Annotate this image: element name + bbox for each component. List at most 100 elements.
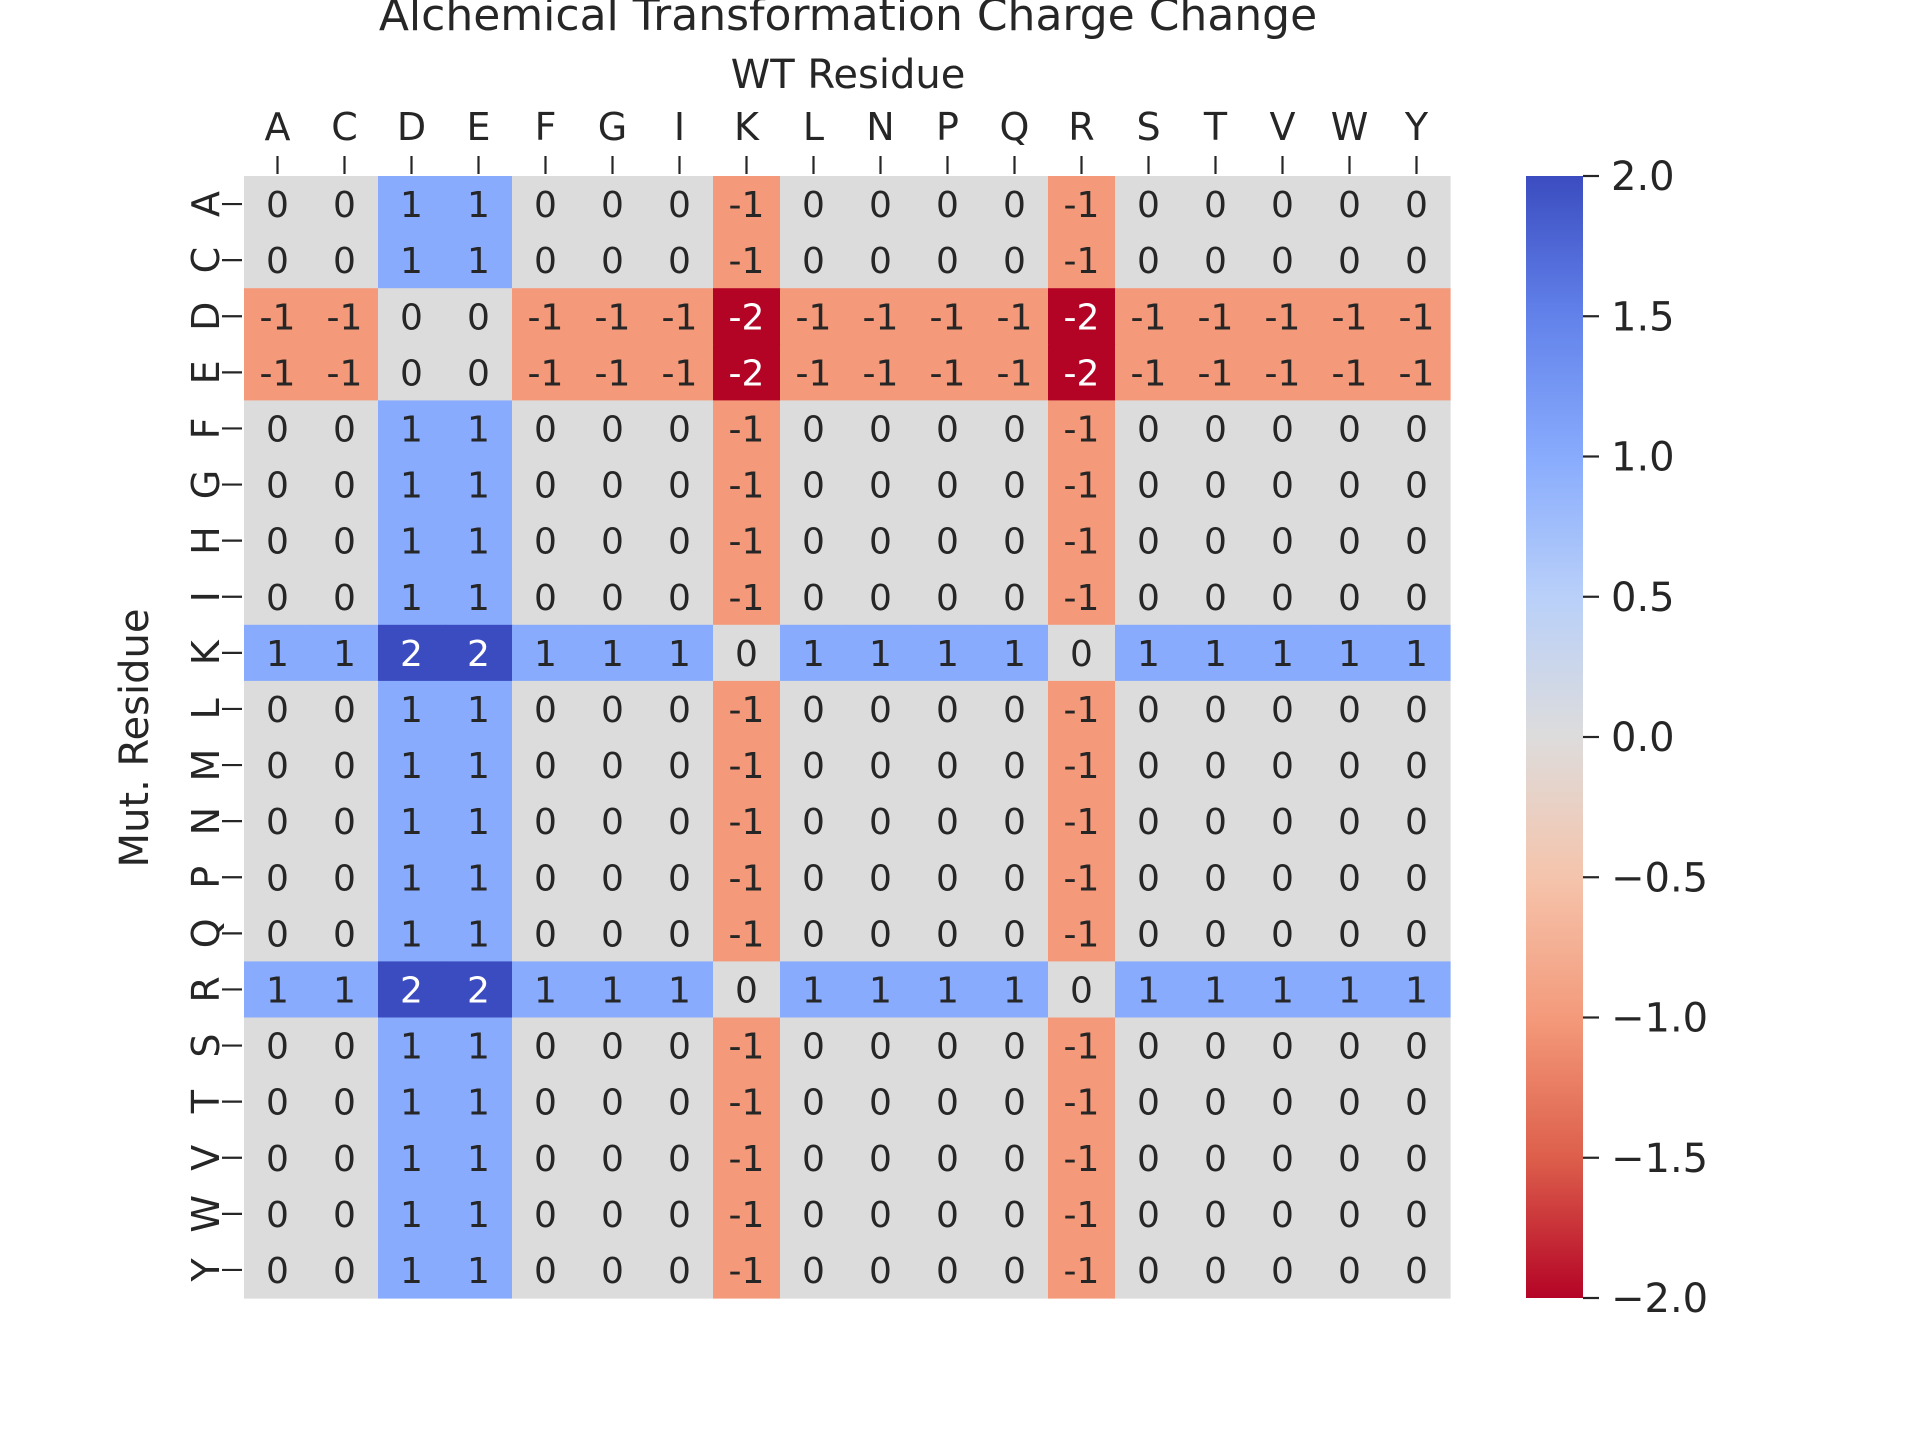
cell-value-label: -1 — [930, 297, 966, 338]
heatmap-cell — [579, 456, 647, 514]
heatmap-cell — [981, 961, 1049, 1019]
heatmap-cell — [780, 1073, 848, 1131]
heatmap-cell — [1048, 512, 1116, 570]
colorbar-tick-label: 1.5 — [1611, 294, 1675, 340]
heatmap-cell — [579, 905, 647, 962]
heatmap-cell — [378, 288, 446, 345]
heatmap-cell — [445, 961, 513, 1019]
heatmap-cell — [1316, 568, 1384, 626]
heatmap-cell — [579, 737, 647, 794]
cell-value-label: 0 — [1338, 1027, 1361, 1068]
cell-value-label: 0 — [266, 914, 289, 955]
cell-value-label: 1 — [936, 634, 959, 675]
y-tick-label: D — [184, 302, 228, 331]
colorbar-gradient — [1526, 176, 1583, 1298]
heatmap-cell — [646, 176, 714, 233]
heatmap-cell — [311, 905, 379, 962]
heatmap-cell — [713, 568, 781, 626]
heatmap-cell — [1048, 1017, 1116, 1075]
heatmap-cell — [780, 232, 848, 289]
heatmap-cell — [1383, 344, 1451, 401]
heatmap-cell — [1249, 849, 1317, 906]
cell-value-label: 0 — [1003, 746, 1026, 787]
cell-value-label: -1 — [327, 297, 363, 338]
cell-value-label: 1 — [1204, 634, 1227, 675]
cell-value-label: 0 — [1137, 690, 1160, 731]
cell-value-label: 1 — [400, 1027, 423, 1068]
heatmap-cell — [847, 624, 915, 682]
cell-value-label: 1 — [400, 409, 423, 450]
cell-value-label: 0 — [1003, 409, 1026, 450]
heatmap-cell — [847, 680, 915, 738]
heatmap-cell — [1115, 176, 1183, 233]
cell-value-label: 0 — [668, 466, 691, 507]
cell-value-label: 0 — [1137, 466, 1160, 507]
heatmap-cell — [646, 1129, 714, 1187]
y-tick-label: W — [184, 1195, 228, 1233]
cell-value-label: 0 — [1405, 409, 1428, 450]
cell-value-label: 1 — [1137, 970, 1160, 1011]
heatmap-cell — [1383, 905, 1451, 962]
cell-value-label: 1 — [333, 634, 356, 675]
heatmap-cell — [378, 849, 446, 906]
cell-value-label: 0 — [333, 578, 356, 619]
cell-value-label: -1 — [1265, 353, 1301, 394]
heatmap-cell — [311, 400, 379, 458]
heatmap-cell — [1048, 456, 1116, 514]
heatmap-cell — [713, 737, 781, 794]
cell-value-label: 0 — [266, 1083, 289, 1124]
cell-value-label: 0 — [1204, 746, 1227, 787]
heatmap-cell — [1249, 344, 1317, 401]
cell-value-label: 0 — [869, 1195, 892, 1236]
cell-value-label: -1 — [729, 522, 765, 563]
cell-value-label: 1 — [467, 241, 490, 282]
y-tick-label: I — [184, 591, 228, 602]
x-tick-label: R — [1068, 105, 1094, 149]
heatmap-cell — [1249, 905, 1317, 962]
cell-value-label: 1 — [936, 970, 959, 1011]
heatmap-cell — [579, 1073, 647, 1131]
heatmap-cell — [244, 1073, 312, 1131]
cell-value-label: 1 — [400, 241, 423, 282]
cell-value-label: 1 — [333, 970, 356, 1011]
x-tick-label: A — [265, 105, 291, 149]
heatmap-cell — [981, 624, 1049, 682]
cell-value-label: 0 — [1338, 522, 1361, 563]
heatmap-cell — [378, 344, 446, 401]
heatmap-cell — [512, 568, 580, 626]
y-tick-label: E — [184, 360, 228, 384]
heatmap-cell — [646, 456, 714, 514]
heatmap-cell — [981, 737, 1049, 794]
heatmap-cell — [311, 568, 379, 626]
cell-value-label: 1 — [467, 1083, 490, 1124]
cell-value-label: 0 — [1204, 241, 1227, 282]
y-tick-label: K — [184, 639, 228, 665]
heatmap-cell — [1182, 232, 1250, 289]
cell-value-label: -1 — [729, 1251, 765, 1292]
heatmap-cell — [1249, 624, 1317, 682]
cell-value-label: 1 — [601, 634, 624, 675]
heatmap-cell — [914, 1129, 982, 1187]
cell-value-label: 0 — [534, 578, 557, 619]
cell-value-label: 0 — [534, 466, 557, 507]
cell-value-label: 0 — [1137, 746, 1160, 787]
cell-value-label: 0 — [1204, 1251, 1227, 1292]
cell-value-label: -1 — [1198, 297, 1234, 338]
cell-value-label: 1 — [1405, 634, 1428, 675]
x-tick-label: P — [936, 105, 959, 149]
cell-value-label: 0 — [1338, 409, 1361, 450]
cell-value-label: 0 — [1338, 466, 1361, 507]
cell-value-label: 0 — [869, 802, 892, 843]
cell-value-label: -1 — [1198, 353, 1234, 394]
cell-value-label: 0 — [1405, 1139, 1428, 1180]
heatmap-cell — [445, 905, 513, 962]
heatmap-cell — [646, 344, 714, 401]
cell-value-label: 0 — [1003, 1195, 1026, 1236]
heatmap-cell — [378, 568, 446, 626]
heatmap-cell — [1249, 176, 1317, 233]
x-tick-label: N — [866, 105, 894, 149]
cell-value-label: 0 — [1003, 1251, 1026, 1292]
heatmap-cell — [378, 1017, 446, 1075]
cell-value-label: -1 — [595, 297, 631, 338]
heatmap-cell — [311, 512, 379, 570]
